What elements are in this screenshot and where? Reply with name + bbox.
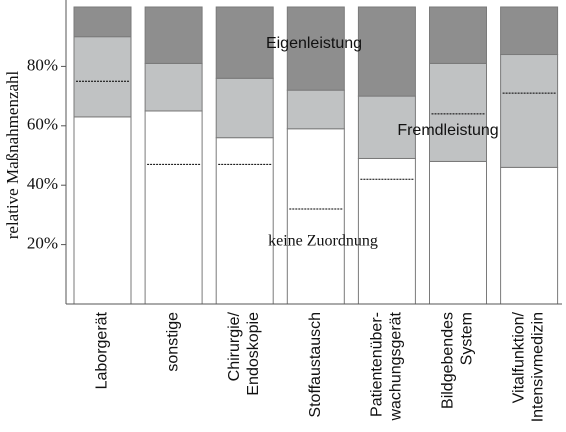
bar-segment	[357, 157, 416, 305]
x-tick-label: Patientenüber-wachungsgerät	[369, 311, 405, 421]
x-tick-label: Bildgebendes System	[440, 312, 476, 409]
x-tick-label: Stoffaustausch	[307, 312, 324, 418]
bar-segment	[144, 110, 203, 305]
series-label: Eigenleistung	[266, 35, 362, 52]
bar-segment	[286, 89, 345, 130]
bar-segment	[429, 6, 487, 64]
x-tick-label: sonstige	[165, 312, 182, 372]
bar-segment	[215, 77, 274, 139]
x-tick-label: Vitalfunktion/Intensivmedizin	[511, 311, 547, 422]
y-axis-label: relative Maßnahmenzahl	[3, 70, 22, 239]
bar-segment	[357, 6, 416, 97]
bar-segment	[429, 62, 487, 162]
y-tick-label: 60%	[27, 115, 58, 134]
x-tick-label: Chirurgie/Endoskopie	[226, 311, 262, 395]
bar-segment	[144, 6, 203, 64]
bar-segment	[73, 36, 132, 118]
bar-segment	[73, 6, 132, 38]
series-label: keine Zuordnung	[268, 233, 378, 250]
series-label: Fremdleistung	[397, 122, 498, 139]
y-tick-label: 40%	[27, 174, 58, 193]
bar-segment	[357, 95, 416, 159]
bar-segment	[429, 160, 487, 305]
x-tick-label: Laborgerät	[94, 311, 111, 389]
bar-segment	[286, 128, 345, 305]
y-tick-label: 20%	[27, 234, 58, 253]
bar-segment	[286, 6, 345, 91]
bar-segment	[144, 62, 203, 112]
bar-segment	[215, 137, 274, 305]
y-tick-label: 80%	[27, 55, 58, 74]
bar-segment	[73, 116, 132, 305]
bar-segment	[500, 166, 559, 305]
bar-segment	[215, 6, 274, 79]
bar-segment	[500, 6, 559, 56]
bar-segment	[500, 54, 559, 168]
